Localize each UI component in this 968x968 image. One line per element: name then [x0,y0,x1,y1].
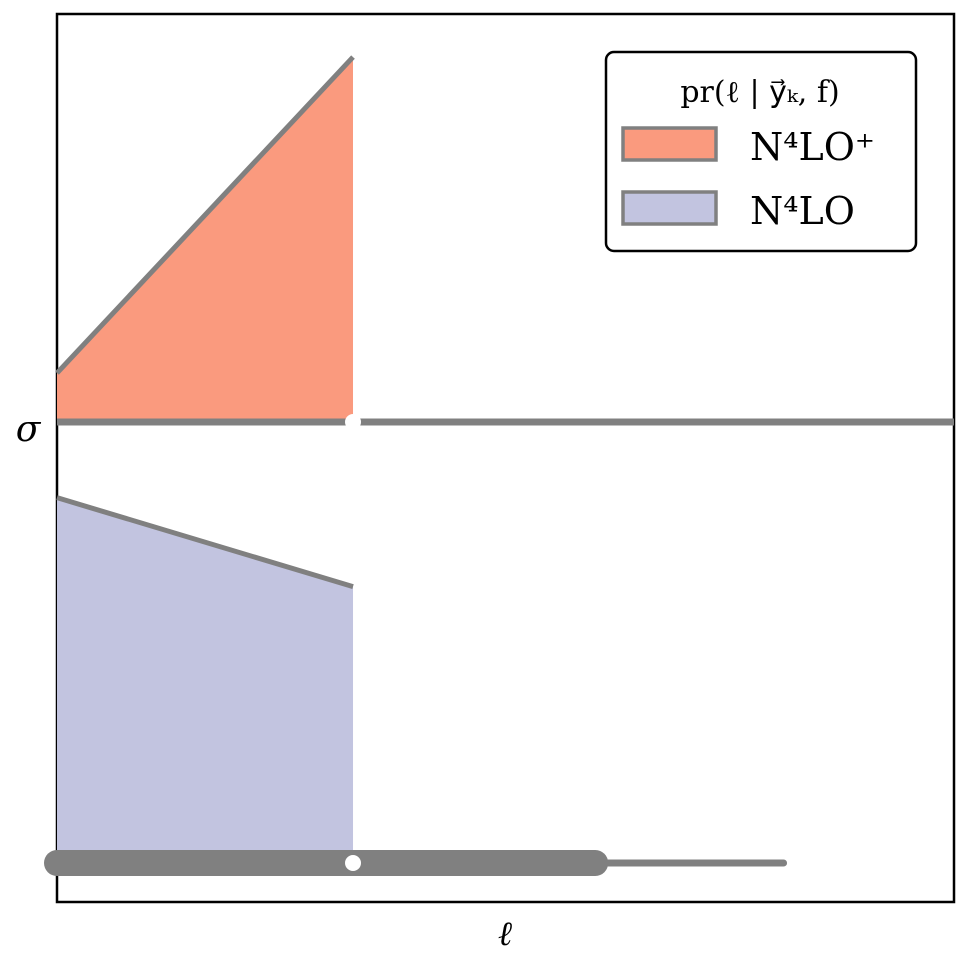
edge-line-series-1 [56,495,354,590]
interval-point-marker [345,855,362,871]
x-axis-label: ℓ [498,914,512,954]
legend-swatch-n4lo-plus [621,126,718,162]
marker-0 [345,414,362,430]
legend-label-n4lo-plus: N⁴LO⁺ [750,125,875,169]
legend: pr(ℓ | y⃗ₖ, f) N⁴LO⁺ N⁴LO [604,50,918,253]
plot-layer [44,55,954,876]
legend-title: pr(ℓ | y⃗ₖ, f) [680,75,839,110]
y-axis-label: σ [16,409,42,450]
plot-frame [55,12,956,904]
legend-label-n4lo: N⁴LO [750,189,855,233]
area-series-0 [57,57,354,422]
edge-line-series-0 [55,55,355,375]
legend-swatch-n4lo [621,190,718,226]
area-series-1 [57,497,354,875]
